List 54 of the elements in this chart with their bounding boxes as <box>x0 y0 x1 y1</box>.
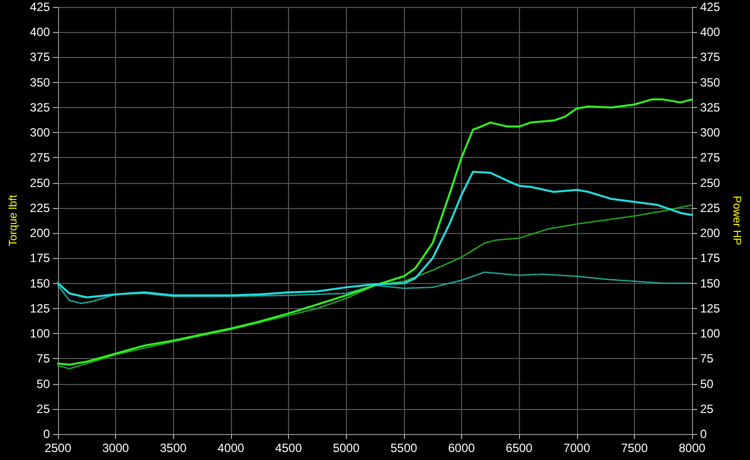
y-tick-label: 175 <box>30 251 50 266</box>
y2-tick-label: 50 <box>700 376 714 391</box>
y-tick-label: 125 <box>30 301 50 316</box>
x-tick-label: 7000 <box>563 441 590 455</box>
y-tick-label: 400 <box>30 25 50 40</box>
y-tick-label: 225 <box>30 200 50 215</box>
x-tick-label: 3500 <box>160 441 187 455</box>
x-tick-label: 5500 <box>390 441 418 455</box>
y-tick-label: 350 <box>30 75 50 90</box>
y-tick-label: 250 <box>30 176 50 190</box>
x-tick-label: 6000 <box>448 441 476 455</box>
y2-tick-label: 175 <box>700 251 720 266</box>
x-tick-label: 5000 <box>332 441 360 455</box>
y-tick-label: 150 <box>30 276 50 290</box>
line-series <box>56 170 694 298</box>
y2-tick-label: 300 <box>700 126 720 140</box>
x-tick-label: 7500 <box>621 441 648 455</box>
y2-tick-label: 200 <box>700 226 720 240</box>
x-tick-label: 2500 <box>44 441 72 455</box>
y2-tick-label: 425 <box>700 0 720 14</box>
y2-tick-label: 125 <box>700 301 720 316</box>
y-tick-label: 300 <box>30 126 50 140</box>
y-tick-label: 325 <box>30 100 50 114</box>
x-tick-label: 6500 <box>506 441 533 455</box>
y2-tick-label: 75 <box>700 352 714 366</box>
y-tick-label: 0 <box>43 427 50 441</box>
y-axis-title: Torque lbft <box>8 194 20 246</box>
x-tick-label: 3000 <box>102 441 130 455</box>
y-tick-label: 200 <box>30 226 50 240</box>
y2-tick-label: 25 <box>700 402 714 416</box>
y2-tick-label: 225 <box>700 200 720 215</box>
x-tick-label: 4500 <box>275 441 302 455</box>
y2-tick-label: 150 <box>700 276 720 290</box>
y-tick-label: 275 <box>30 150 50 165</box>
y2-axis-title: Power HP <box>730 196 742 246</box>
y-tick-label: 425 <box>30 0 50 14</box>
x-tick-label: 4000 <box>218 441 245 455</box>
y2-tick-label: 0 <box>700 427 708 441</box>
y2-tick-label: 325 <box>700 100 720 114</box>
y-tick-label: 50 <box>36 376 50 391</box>
x-tick-label: 8000 <box>678 441 706 455</box>
y-tick-label: 375 <box>30 50 50 64</box>
line-series <box>56 98 694 366</box>
line-series <box>57 271 693 304</box>
y2-tick-label: 400 <box>700 25 720 40</box>
y2-tick-label: 275 <box>700 150 720 165</box>
y2-tick-label: 250 <box>700 176 720 190</box>
y2-tick-label: 100 <box>700 326 720 341</box>
y-tick-label: 100 <box>30 326 50 341</box>
y-tick-label: 25 <box>36 402 50 416</box>
line-series <box>57 204 693 370</box>
y2-tick-label: 375 <box>700 50 720 64</box>
y-tick-label: 75 <box>36 352 50 366</box>
y2-tick-label: 350 <box>700 75 720 90</box>
